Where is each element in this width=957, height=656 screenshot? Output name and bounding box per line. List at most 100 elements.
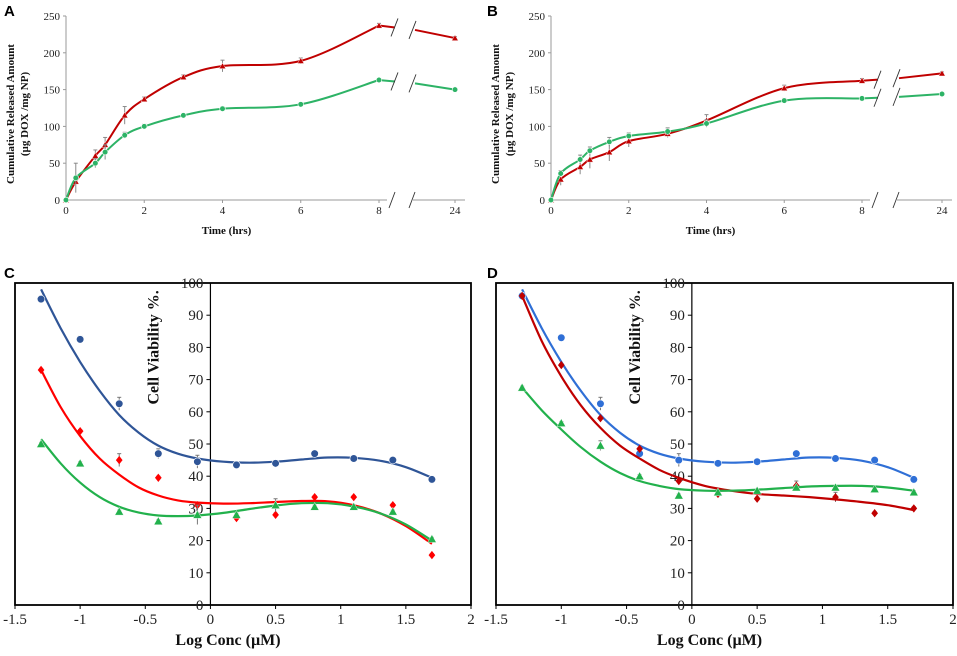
data-point [556, 418, 566, 427]
axis-break-mark [892, 191, 900, 209]
series-line-segment [898, 93, 943, 98]
data-point [62, 196, 70, 204]
x-tick-label: 4 [220, 205, 226, 217]
series-red [518, 291, 918, 518]
x-tick-label: 2 [142, 205, 148, 217]
data-point [858, 95, 866, 102]
data-point [427, 475, 437, 484]
series-line-segment [861, 78, 879, 82]
data-point [547, 196, 555, 204]
data-point [675, 476, 683, 486]
data-point [451, 86, 459, 93]
x-tick-label: 8 [859, 205, 865, 217]
data-point [270, 500, 281, 509]
data-point [909, 475, 918, 484]
y-tick-label: 20 [188, 534, 203, 550]
panel-letter-b: B [487, 3, 498, 20]
data-point [154, 449, 163, 458]
data-point [674, 456, 683, 465]
series-green [517, 382, 919, 500]
series-red [62, 18, 459, 203]
y-tick-label: 100 [529, 121, 546, 133]
data-point [938, 90, 946, 98]
data-point [114, 506, 124, 516]
y-tick-label: 50 [670, 437, 685, 453]
y-tick-label: 200 [44, 48, 61, 60]
y-tick-label: 0 [540, 195, 546, 207]
y-tick-label: 250 [44, 11, 61, 23]
data-point [428, 550, 436, 560]
data-point [577, 156, 584, 163]
x-tick-label: 1.5 [878, 612, 897, 628]
data-point [153, 516, 164, 525]
data-point [427, 534, 437, 543]
data-point [625, 137, 633, 144]
plot-frame [14, 282, 472, 606]
y-tick-label: 200 [529, 48, 546, 60]
y-tick-label: 100 [44, 121, 61, 133]
x-tick-label: 0 [63, 205, 69, 217]
y-tick-label: 30 [670, 501, 685, 517]
data-point [451, 34, 459, 41]
y-tick-label: 80 [670, 340, 685, 356]
y-tick-label: 10 [670, 566, 685, 582]
data-point [76, 426, 84, 436]
data-point [858, 77, 866, 84]
panel-letter-c: C [4, 265, 15, 282]
data-point [636, 444, 643, 454]
data-point [311, 492, 319, 502]
y-axis-label-line: (µg DOX /mg NP) [19, 72, 31, 157]
data-point [297, 101, 304, 108]
fit-curve [521, 288, 915, 479]
data-point [557, 175, 565, 183]
y-tick-label: 250 [529, 11, 546, 23]
x-tick-label: 2 [626, 205, 632, 217]
data-point [219, 105, 226, 112]
y-axis-label-line: (µg DOX /mg NP) [504, 72, 516, 157]
data-point [753, 457, 762, 466]
panel-letter-a: A [4, 3, 15, 20]
data-point [36, 295, 46, 304]
fit-curve [40, 288, 433, 479]
y-tick-label: 40 [188, 469, 203, 485]
data-point [792, 449, 801, 458]
plot-frame [495, 282, 954, 606]
y-tick-label: 50 [188, 437, 203, 453]
series-line-segment [898, 72, 943, 80]
y-tick-label: 0 [677, 598, 685, 614]
data-point [37, 365, 45, 375]
y-tick-label: 90 [188, 308, 203, 324]
x-tick-label: 1.5 [396, 612, 415, 628]
y-axis-label: Cumulative Released Amount (µg DOX /mg NP… [490, 44, 516, 184]
data-point [102, 149, 109, 156]
series-break-mark [390, 72, 399, 91]
data-point [634, 471, 645, 480]
y-tick-label: 70 [188, 373, 203, 389]
panel-letter-d: D [487, 265, 498, 282]
data-point [517, 382, 527, 392]
data-point [350, 492, 358, 502]
y-tick-label: 60 [188, 405, 203, 421]
y-tick-label: 80 [188, 340, 203, 356]
series-break-mark [892, 69, 901, 88]
data-point [192, 510, 203, 519]
x-tick-label: 6 [782, 205, 788, 217]
x-axis-label: Log Conc (µM) [657, 632, 762, 649]
data-point [115, 455, 123, 465]
series-break-mark [408, 20, 417, 40]
series-break-mark [408, 74, 417, 93]
data-point [586, 155, 594, 163]
data-point [831, 454, 840, 463]
y-tick-label: 10 [188, 566, 203, 582]
data-point [674, 490, 684, 500]
data-point [140, 95, 148, 102]
data-point [388, 456, 397, 465]
series-line [65, 24, 380, 201]
data-point [141, 123, 148, 130]
y-tick-label: 150 [529, 85, 546, 97]
data-point [586, 147, 593, 154]
